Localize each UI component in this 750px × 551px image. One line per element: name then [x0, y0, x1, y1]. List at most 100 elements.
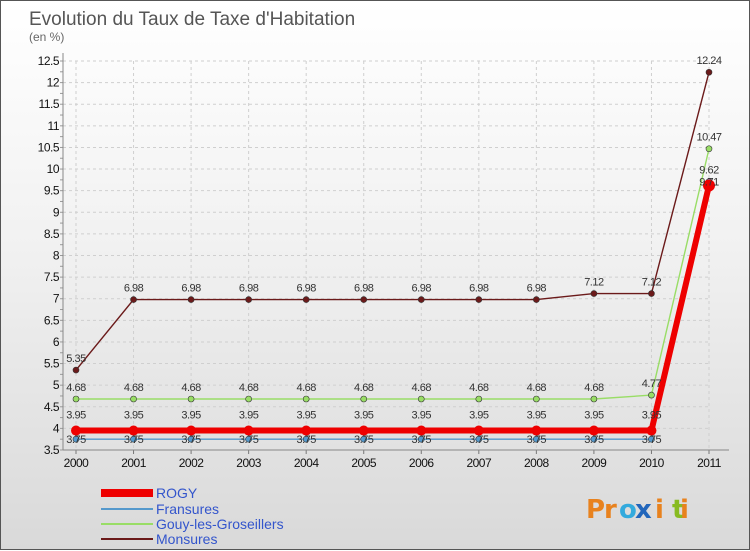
- data-point: [360, 395, 368, 403]
- legend-label: Gouy-les-Groseillers: [156, 516, 284, 532]
- data-label: 3.75: [412, 434, 432, 446]
- data-point: [72, 435, 80, 443]
- y-tick-label: 5.5: [44, 357, 60, 371]
- y-tick-label: 7: [53, 292, 60, 306]
- x-tick-label: 2011: [697, 456, 722, 470]
- data-label: 10.47: [696, 132, 721, 144]
- data-label: 4.68: [181, 382, 201, 394]
- data-point: [648, 290, 655, 297]
- data-point: [590, 395, 598, 403]
- data-point: [360, 435, 368, 443]
- data-point: [648, 435, 655, 443]
- data-point: [187, 296, 195, 303]
- data-point: [187, 395, 195, 403]
- data-label: 6.98: [181, 283, 201, 295]
- y-tick-label: 7.5: [44, 270, 60, 284]
- logo-letter: r: [604, 495, 617, 525]
- y-tick-label: 12: [47, 76, 60, 90]
- y-tick-label: 5: [53, 378, 60, 392]
- data-point: [302, 296, 310, 303]
- series-line: [76, 148, 710, 400]
- data-point: [533, 435, 540, 443]
- data-point: [187, 435, 195, 443]
- data-label: 4.68: [527, 382, 547, 394]
- data-label: 3.95: [124, 410, 144, 422]
- data-point: [533, 395, 540, 403]
- data-label: 4.68: [239, 382, 259, 394]
- data-point: [588, 425, 599, 436]
- data-label: 4.68: [354, 382, 374, 394]
- data-label: 3.95: [66, 410, 86, 422]
- data-point: [130, 395, 137, 403]
- y-tick-label: 9.5: [44, 184, 60, 198]
- x-tick-label: 2010: [639, 456, 665, 470]
- y-tick-label: 9: [53, 205, 60, 219]
- data-label: 6.98: [124, 283, 144, 295]
- data-label: 3.95: [469, 410, 489, 422]
- data-label: 4.77: [642, 378, 662, 390]
- series-line: [75, 72, 710, 371]
- data-point: [72, 395, 80, 403]
- data-label: 9.71: [699, 177, 719, 189]
- data-point: [703, 179, 715, 192]
- data-label: 12.24: [696, 55, 721, 67]
- data-point: [475, 435, 483, 443]
- data-point: [130, 296, 137, 303]
- data-label: 3.95: [239, 410, 259, 422]
- data-point: [245, 395, 252, 403]
- data-point: [358, 425, 369, 436]
- data-label: 3.75: [354, 434, 374, 446]
- data-label: 7.12: [584, 277, 604, 289]
- data-point: [531, 425, 542, 436]
- data-point: [186, 425, 197, 436]
- data-point: [130, 435, 137, 443]
- x-tick-label: 2003: [236, 456, 262, 470]
- data-label: 3.75: [181, 434, 201, 446]
- logo-letter: x: [635, 495, 652, 525]
- data-label: 3.75: [66, 434, 86, 446]
- data-label: 3.75: [296, 434, 316, 446]
- logo-letter: i: [655, 495, 664, 525]
- logo-letter: t: [672, 495, 684, 525]
- data-label: 4.68: [412, 382, 432, 394]
- axis-layer: 3.5 4 4.5 5 5.5 6 6.5 7 7.5 8 8.5 9 9.5 10 10.5 11 11.5 1…: [38, 53, 729, 470]
- x-tick-label: 2009: [582, 456, 608, 470]
- data-label: 6.98: [469, 283, 489, 295]
- data-label: 4.68: [296, 382, 316, 394]
- x-tick-label: 2002: [179, 456, 205, 470]
- data-point: [245, 296, 252, 303]
- y-tick-label: 8: [53, 249, 60, 263]
- data-label: 7.12: [642, 277, 662, 289]
- y-tick-label: 10: [47, 162, 60, 176]
- data-label: 6.98: [527, 283, 547, 295]
- chart-title: Evolution du Taux de Taxe d'Habitation: [29, 9, 355, 30]
- data-label: 4.68: [584, 382, 604, 394]
- data-point: [360, 296, 368, 303]
- data-label: 3.75: [642, 434, 662, 446]
- data-point: [72, 366, 80, 374]
- data-point: [417, 395, 425, 403]
- y-tick-label: 4.5: [44, 400, 60, 414]
- logo-letter: i: [680, 495, 689, 525]
- logo-letter: P: [586, 495, 605, 525]
- data-label: 3.95: [642, 410, 662, 422]
- data-label: 3.95: [584, 410, 604, 422]
- data-point: [417, 435, 425, 443]
- proxiti-logo: Pr ox i ti: [586, 495, 689, 525]
- data-point: [473, 425, 484, 436]
- data-label: 6.98: [239, 283, 259, 295]
- series-line: [76, 184, 712, 434]
- data-point: [243, 425, 254, 436]
- x-tick-label: 2005: [351, 456, 377, 470]
- data-label: 3.95: [181, 410, 201, 422]
- data-label: 3.75: [527, 434, 547, 446]
- legend: ROGYFransuresGouy-les-GroseillersMonsure…: [101, 485, 284, 547]
- y-tick-label: 6.5: [44, 313, 60, 327]
- data-point: [417, 296, 425, 303]
- data-label: 4.68: [124, 382, 144, 394]
- data-point: [475, 395, 483, 403]
- data-label: 9.62: [699, 164, 719, 176]
- data-label: 3.75: [124, 434, 144, 446]
